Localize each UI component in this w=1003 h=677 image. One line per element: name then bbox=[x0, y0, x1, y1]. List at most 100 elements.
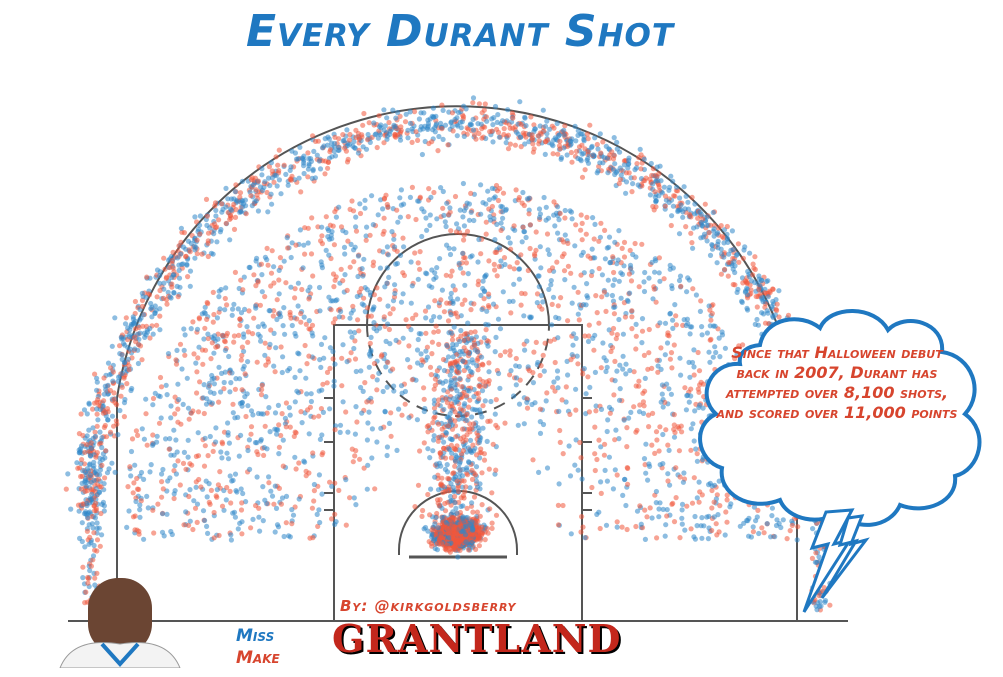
miss-point bbox=[301, 170, 307, 177]
make-point bbox=[338, 266, 344, 272]
make-point bbox=[633, 333, 639, 339]
make-point bbox=[527, 245, 533, 252]
make-point bbox=[118, 393, 124, 399]
miss-point bbox=[384, 244, 390, 250]
miss-point bbox=[206, 380, 212, 386]
make-point bbox=[311, 414, 317, 420]
make-point bbox=[310, 450, 316, 456]
miss-point bbox=[219, 370, 225, 376]
miss-point bbox=[717, 354, 723, 360]
miss-point bbox=[658, 399, 664, 405]
make-point bbox=[246, 308, 252, 314]
make-point bbox=[525, 267, 531, 274]
make-point bbox=[306, 353, 312, 359]
miss-point bbox=[755, 322, 762, 328]
miss-point bbox=[334, 297, 340, 303]
make-point bbox=[598, 365, 604, 371]
miss-point bbox=[94, 471, 100, 477]
make-point bbox=[322, 158, 329, 164]
miss-point bbox=[268, 160, 274, 166]
make-point bbox=[332, 316, 338, 322]
miss-point bbox=[274, 316, 280, 323]
make-point bbox=[348, 350, 354, 356]
make-point bbox=[175, 406, 181, 412]
miss-point bbox=[221, 507, 227, 513]
miss-point bbox=[320, 409, 326, 415]
make-point bbox=[190, 319, 196, 325]
miss-point bbox=[110, 378, 116, 384]
miss-point bbox=[697, 402, 703, 408]
make-point bbox=[371, 360, 378, 367]
make-point bbox=[245, 329, 251, 335]
miss-point bbox=[548, 282, 554, 288]
make-point bbox=[688, 447, 694, 453]
make-point bbox=[316, 413, 322, 419]
make-point bbox=[518, 252, 524, 258]
miss-point bbox=[663, 522, 669, 528]
make-point bbox=[363, 237, 369, 243]
miss-point bbox=[470, 116, 476, 122]
miss-point bbox=[311, 148, 317, 154]
make-point bbox=[561, 251, 567, 257]
miss-point bbox=[289, 507, 295, 513]
miss-point bbox=[451, 246, 457, 252]
make-point bbox=[617, 176, 624, 182]
make-point bbox=[679, 429, 685, 435]
make-point bbox=[242, 371, 248, 377]
miss-point bbox=[393, 115, 399, 121]
make-point bbox=[586, 333, 592, 339]
miss-point bbox=[271, 363, 277, 369]
miss-point bbox=[296, 175, 302, 181]
miss-point bbox=[490, 122, 496, 128]
miss-point bbox=[275, 402, 281, 408]
miss-point bbox=[290, 512, 297, 518]
miss-point bbox=[85, 515, 91, 521]
make-point bbox=[319, 241, 325, 247]
miss-point bbox=[432, 125, 438, 131]
miss-point bbox=[317, 357, 323, 363]
miss-point bbox=[543, 204, 549, 210]
miss-point bbox=[143, 396, 149, 402]
miss-point bbox=[569, 300, 575, 306]
make-point bbox=[514, 260, 520, 266]
miss-point bbox=[360, 388, 366, 394]
make-point bbox=[183, 254, 189, 260]
make-point bbox=[331, 284, 337, 290]
miss-point bbox=[694, 523, 700, 529]
miss-point bbox=[406, 415, 412, 421]
make-point bbox=[352, 356, 359, 362]
make-point bbox=[752, 266, 758, 273]
miss-point bbox=[517, 99, 523, 105]
make-point bbox=[671, 342, 677, 348]
miss-point bbox=[554, 368, 561, 374]
miss-point bbox=[337, 422, 344, 428]
miss-point bbox=[552, 223, 558, 229]
miss-point bbox=[392, 244, 398, 250]
miss-point bbox=[159, 471, 165, 477]
miss-point bbox=[273, 505, 280, 511]
make-point bbox=[232, 214, 239, 220]
miss-point bbox=[678, 372, 684, 378]
make-point bbox=[706, 230, 712, 236]
miss-point bbox=[232, 189, 238, 195]
miss-point bbox=[139, 426, 145, 432]
make-point bbox=[304, 361, 310, 367]
miss-point bbox=[499, 204, 505, 210]
make-point bbox=[203, 196, 210, 202]
make-point bbox=[269, 248, 275, 254]
miss-point bbox=[527, 314, 533, 320]
make-point bbox=[646, 350, 652, 356]
miss-point bbox=[439, 287, 445, 293]
make-point bbox=[637, 402, 643, 408]
make-point bbox=[324, 380, 330, 386]
make-point bbox=[294, 316, 300, 322]
make-point bbox=[384, 201, 390, 208]
miss-point bbox=[79, 538, 85, 545]
miss-point bbox=[537, 244, 543, 250]
miss-point bbox=[674, 184, 680, 190]
miss-point bbox=[747, 250, 753, 256]
miss-point bbox=[323, 247, 329, 253]
make-point bbox=[450, 128, 456, 134]
miss-point bbox=[325, 234, 331, 240]
miss-point bbox=[68, 506, 74, 512]
